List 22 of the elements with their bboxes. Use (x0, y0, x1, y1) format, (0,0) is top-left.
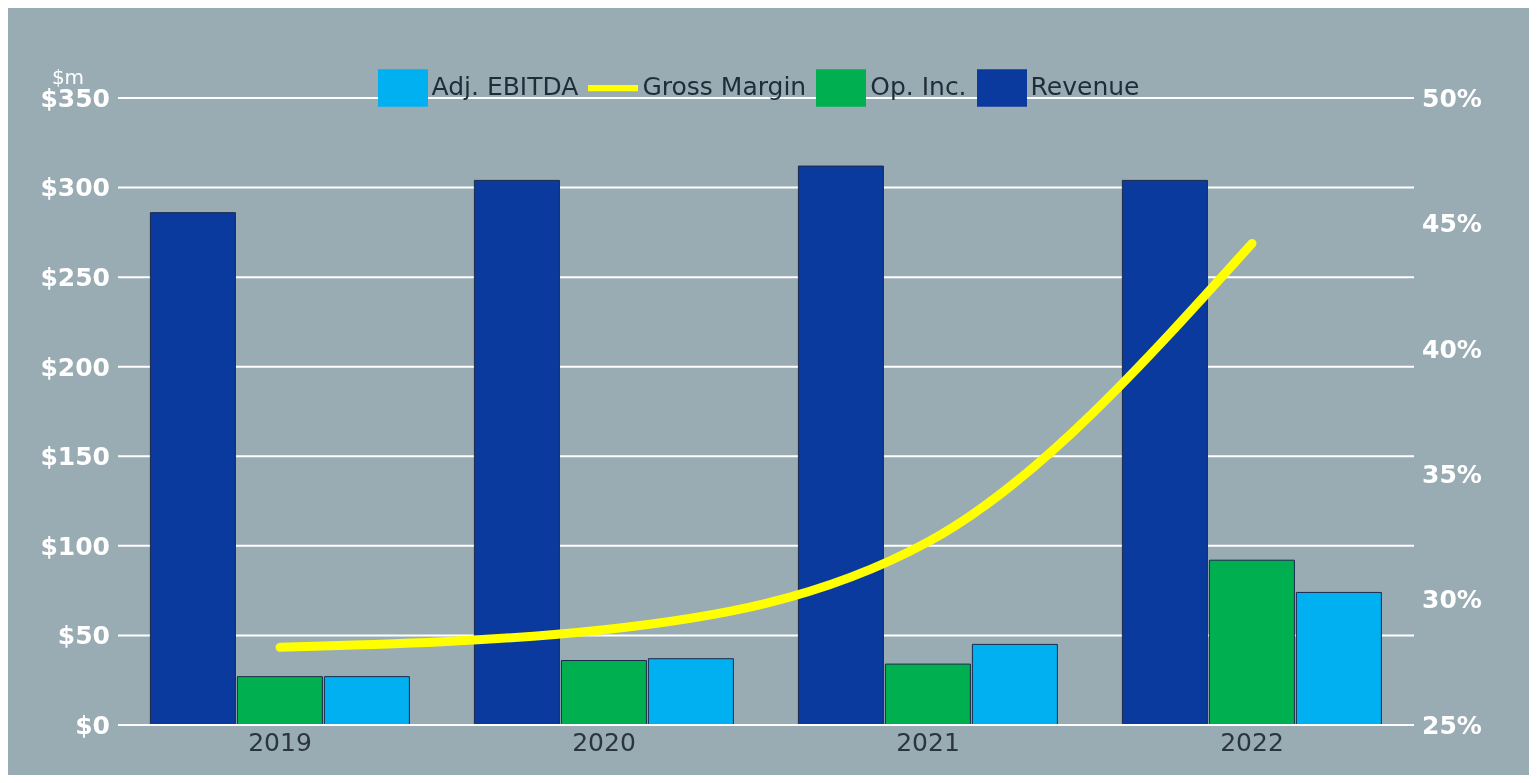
y-tick-label: $250 (40, 263, 110, 293)
legend-label: Op. Inc. (870, 72, 967, 101)
y-tick-label: $0 (75, 710, 110, 740)
y-tick-label: $50 (57, 621, 110, 651)
legend-label: Adj. EBITDA (431, 72, 579, 101)
y-tick-label: $200 (40, 352, 110, 382)
y2-tick-label: 50% (1422, 83, 1482, 113)
y2-tick-label: 35% (1422, 460, 1482, 490)
y-tick-label: $100 (40, 531, 110, 561)
x-tick-label: 2021 (896, 727, 960, 757)
y2-tick-label: 25% (1422, 710, 1482, 740)
legend-label: Gross Margin (642, 72, 807, 101)
x-tick-label: 2022 (1220, 727, 1284, 757)
y-tick-label: $150 (40, 442, 110, 472)
y2-tick-label: 45% (1422, 209, 1482, 239)
x-tick-label: 2020 (572, 727, 636, 757)
y-tick-label: $300 (40, 173, 110, 203)
y2-tick-label: 30% (1422, 585, 1482, 615)
y-axis-title: $m (51, 65, 85, 89)
y2-tick-label: 40% (1422, 334, 1482, 364)
x-tick-label: 2019 (248, 727, 312, 757)
legend-label: Revenue (1030, 72, 1140, 101)
